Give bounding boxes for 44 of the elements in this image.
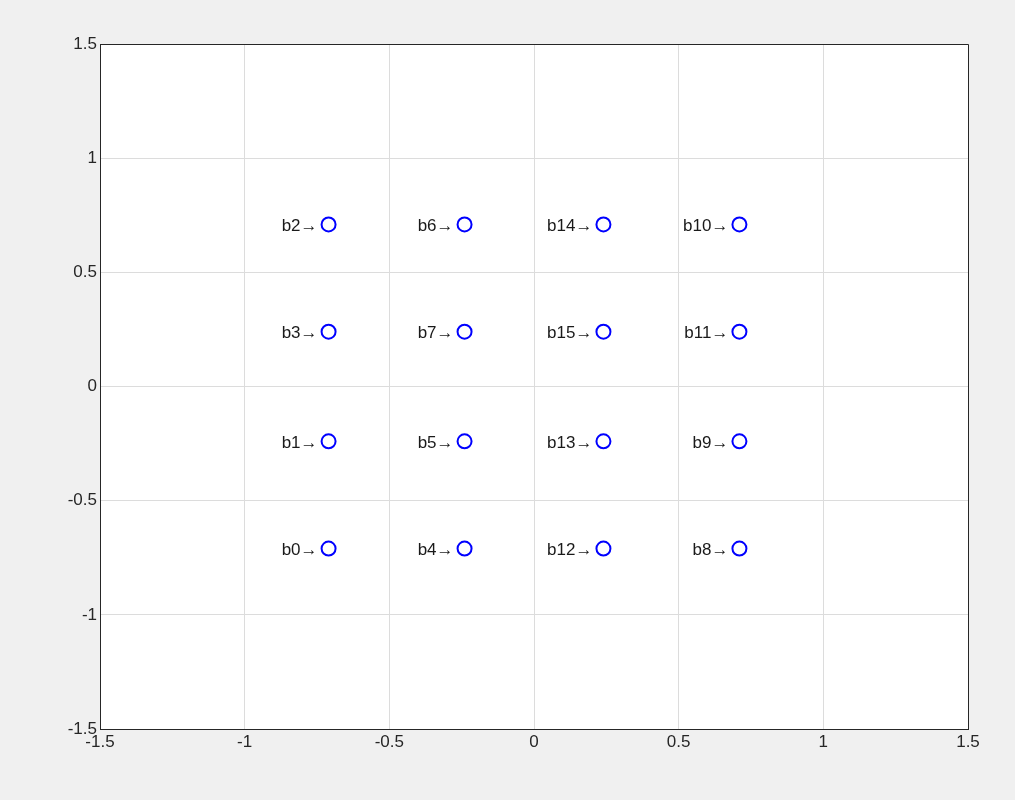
x-tick-label: 1.5 bbox=[956, 731, 980, 751]
point bbox=[731, 323, 748, 340]
y-tick-label: 0 bbox=[87, 376, 97, 396]
point bbox=[595, 540, 612, 557]
annotation: b4→ bbox=[417, 540, 454, 560]
annotation: b8→ bbox=[692, 540, 729, 560]
point bbox=[731, 433, 748, 450]
y-tick-label: -0.5 bbox=[67, 490, 97, 510]
annotation: b3→ bbox=[281, 323, 318, 343]
x-tick-label: 0 bbox=[529, 731, 539, 751]
point bbox=[595, 216, 612, 233]
annotation: b0→ bbox=[281, 540, 318, 560]
point bbox=[731, 216, 748, 233]
point bbox=[456, 216, 473, 233]
annotation: b5→ bbox=[417, 432, 454, 452]
point bbox=[595, 433, 612, 450]
point bbox=[320, 433, 337, 450]
point bbox=[320, 216, 337, 233]
point bbox=[731, 540, 748, 557]
y-tick-label: 1.5 bbox=[73, 33, 97, 53]
annotation: b2→ bbox=[281, 216, 318, 236]
annotation: b12→ bbox=[547, 540, 593, 560]
x-tick-label: -1 bbox=[237, 731, 253, 751]
annotation: b7→ bbox=[417, 323, 454, 343]
point bbox=[456, 323, 473, 340]
annotation: b6→ bbox=[417, 216, 454, 236]
annotation: b10→ bbox=[683, 216, 729, 236]
annotation: b14→ bbox=[547, 216, 593, 236]
point bbox=[595, 323, 612, 340]
annotation: b13→ bbox=[547, 432, 593, 452]
y-tick-label: -1 bbox=[81, 604, 97, 624]
x-tick-label: -0.5 bbox=[374, 731, 404, 751]
point bbox=[456, 540, 473, 557]
annotation: b11→ bbox=[684, 323, 729, 343]
annotation: b15→ bbox=[547, 323, 593, 343]
point bbox=[320, 323, 337, 340]
y-tick-label: 0.5 bbox=[73, 262, 97, 282]
annotation: b1→ bbox=[281, 432, 318, 452]
annotation: b9→ bbox=[692, 432, 729, 452]
x-tick-label: 1 bbox=[818, 731, 829, 751]
y-tick-label: 1 bbox=[87, 147, 97, 167]
x-tick-label: 0.5 bbox=[666, 731, 691, 751]
point bbox=[456, 433, 473, 450]
point bbox=[320, 540, 337, 557]
